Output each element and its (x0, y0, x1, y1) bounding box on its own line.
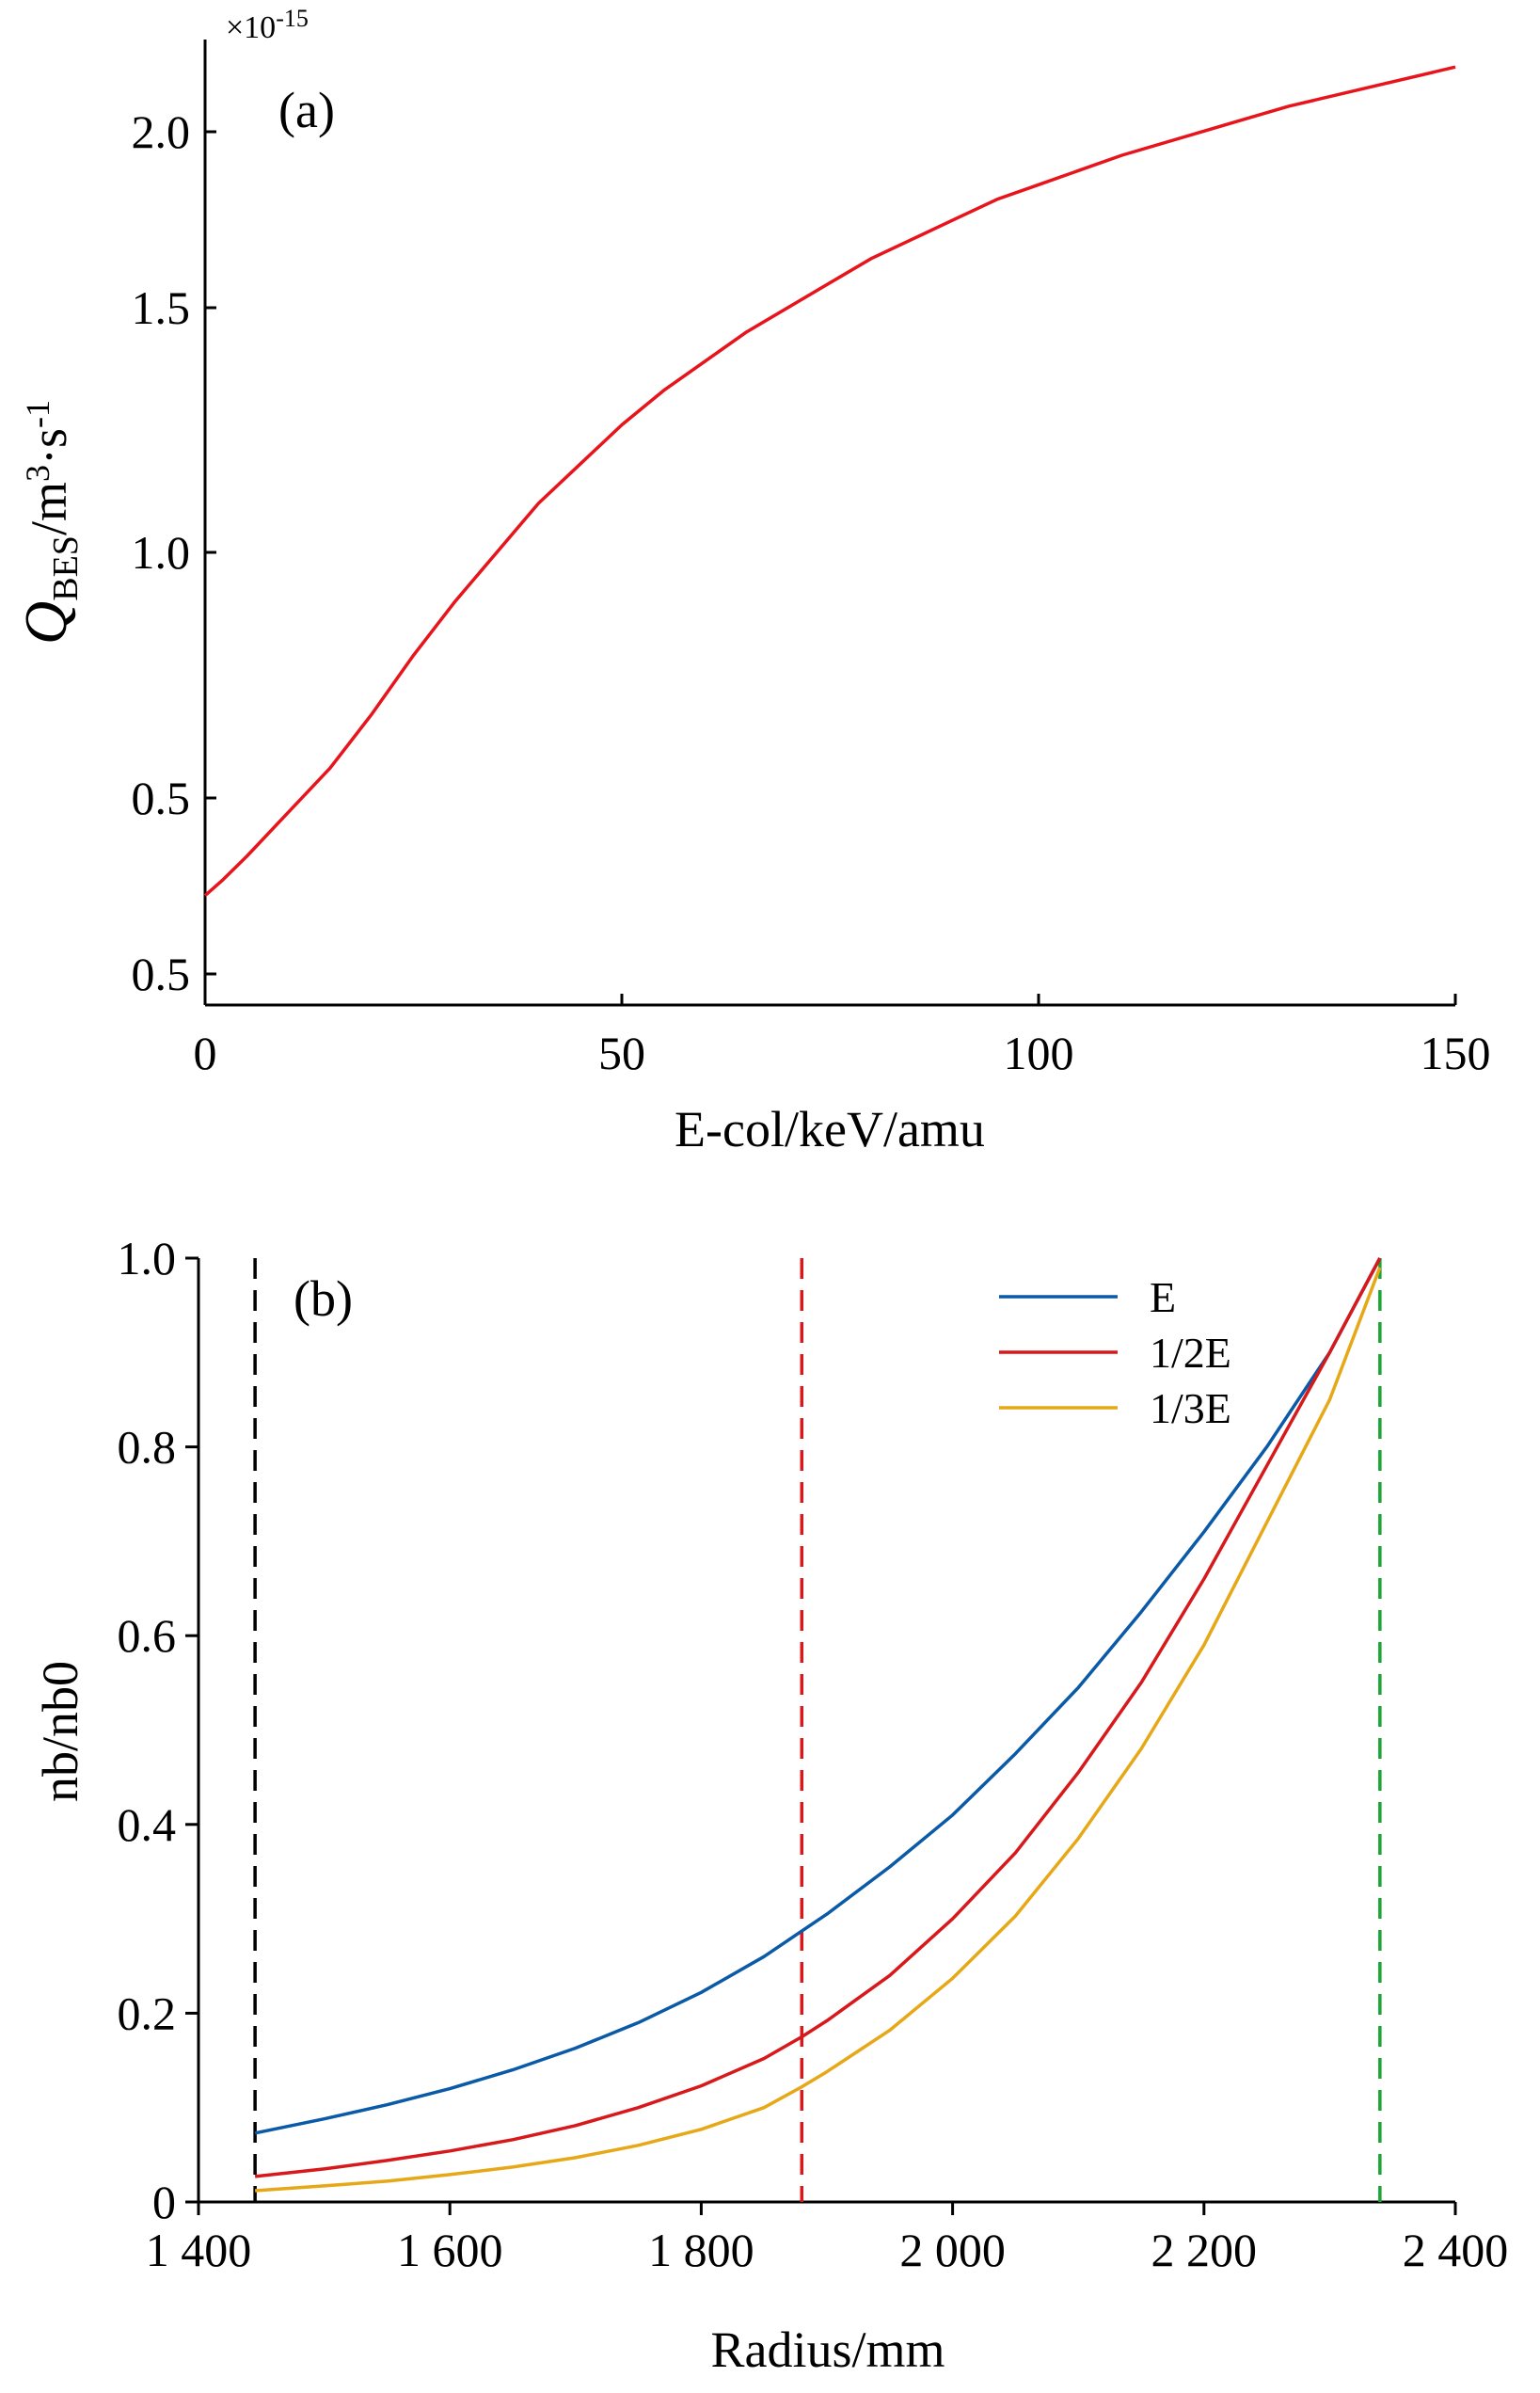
chart-b-y-axis-label: nb/nb0 (32, 1661, 88, 1802)
chart-b-y-tick-label: 0 (152, 2176, 176, 2228)
chart-a-x-tick-label: 100 (1004, 1027, 1074, 1079)
chart-b-legend: E 1/2E 1/3E (999, 1273, 1231, 1432)
chart-a-y-tick-label: 1.0 (132, 526, 191, 579)
chart-b-legend-label: 1/2E (1150, 1329, 1231, 1377)
chart-b-x-tick-label: 2 400 (1403, 2224, 1509, 2276)
chart-b-legend-label: 1/3E (1150, 1384, 1231, 1432)
chart-b-x-tick-label: 2 200 (1151, 2224, 1258, 2276)
chart-b-legend-label: E (1150, 1273, 1176, 1321)
chart-a-x-axis-label: E-col/keV/amu (675, 1101, 985, 1157)
chart-a-y-label-sub: BES (46, 535, 86, 601)
chart-a-y-tick-label: 0.5 (132, 772, 191, 824)
chart-a-multiplier-base: ×10 (226, 10, 276, 45)
chart-a-multiplier-exp: -15 (276, 5, 309, 32)
chart-a-series-group (205, 67, 1455, 896)
chart-a-y-tick-label: 2.0 (132, 105, 191, 158)
chart-a-y-axis-label: QBES/m3·s-1 (12, 400, 86, 645)
chart-b-x-tick-label: 1 400 (146, 2224, 252, 2276)
chart-a-x-tick-label: 50 (598, 1027, 645, 1079)
chart-b-x-tick-label: 1 600 (397, 2224, 503, 2276)
chart-b-x-axis-label: Radius/mm (710, 2321, 945, 2378)
chart-b-y-ticks: 0 0.2 0.4 0.6 0.8 1.0 (118, 1232, 199, 2228)
chart-a-x-tick-label: 150 (1421, 1027, 1491, 1079)
chart-b-x-ticks: 1 400 1 600 1 800 2 000 2 200 2 400 (146, 2202, 1509, 2276)
chart-a-y-label-sup1: 3 (19, 465, 56, 482)
chart-a-multiplier: ×10-15 (226, 5, 309, 45)
chart-a-x-ticks: 0 50 100 150 (194, 994, 1491, 1079)
chart-a-y-label-mid: ·s (21, 428, 77, 465)
chart-a-x-tick-label: 0 (194, 1027, 217, 1079)
chart-b-y-tick-label: 0.2 (118, 1986, 177, 2039)
chart-a-y-tick-label: 0.5 (132, 948, 191, 1000)
chart-a-y-label-sup2: -1 (19, 400, 56, 428)
chart-b-x-tick-label: 1 800 (648, 2224, 754, 2276)
chart-a-y-label-main: Q (12, 601, 79, 645)
chart-a-y-label-unit: /m (21, 482, 77, 535)
chart-b-y-tick-label: 1.0 (118, 1232, 177, 1284)
chart-b-panel-label: (b) (294, 1270, 353, 1327)
chart-b-y-tick-label: 0.8 (118, 1421, 177, 1474)
chart-b-x-tick-label: 2 000 (899, 2224, 1006, 2276)
chart-b-y-tick-label: 0.4 (118, 1798, 177, 1851)
chart-a-y-tick-label: 1.5 (132, 281, 191, 334)
chart-b: 1 400 1 600 1 800 2 000 2 200 2 400 0 0.2 0.4 0.… (32, 1232, 1508, 2378)
chart-a-series-line (205, 67, 1455, 896)
chart-a-panel-label: (a) (278, 82, 335, 138)
chart-b-y-tick-label: 0.6 (118, 1609, 177, 1662)
chart-a: 0 50 100 150 2.0 1.5 1.0 0.5 0.5 ×10-15 (a)… (12, 5, 1491, 1157)
